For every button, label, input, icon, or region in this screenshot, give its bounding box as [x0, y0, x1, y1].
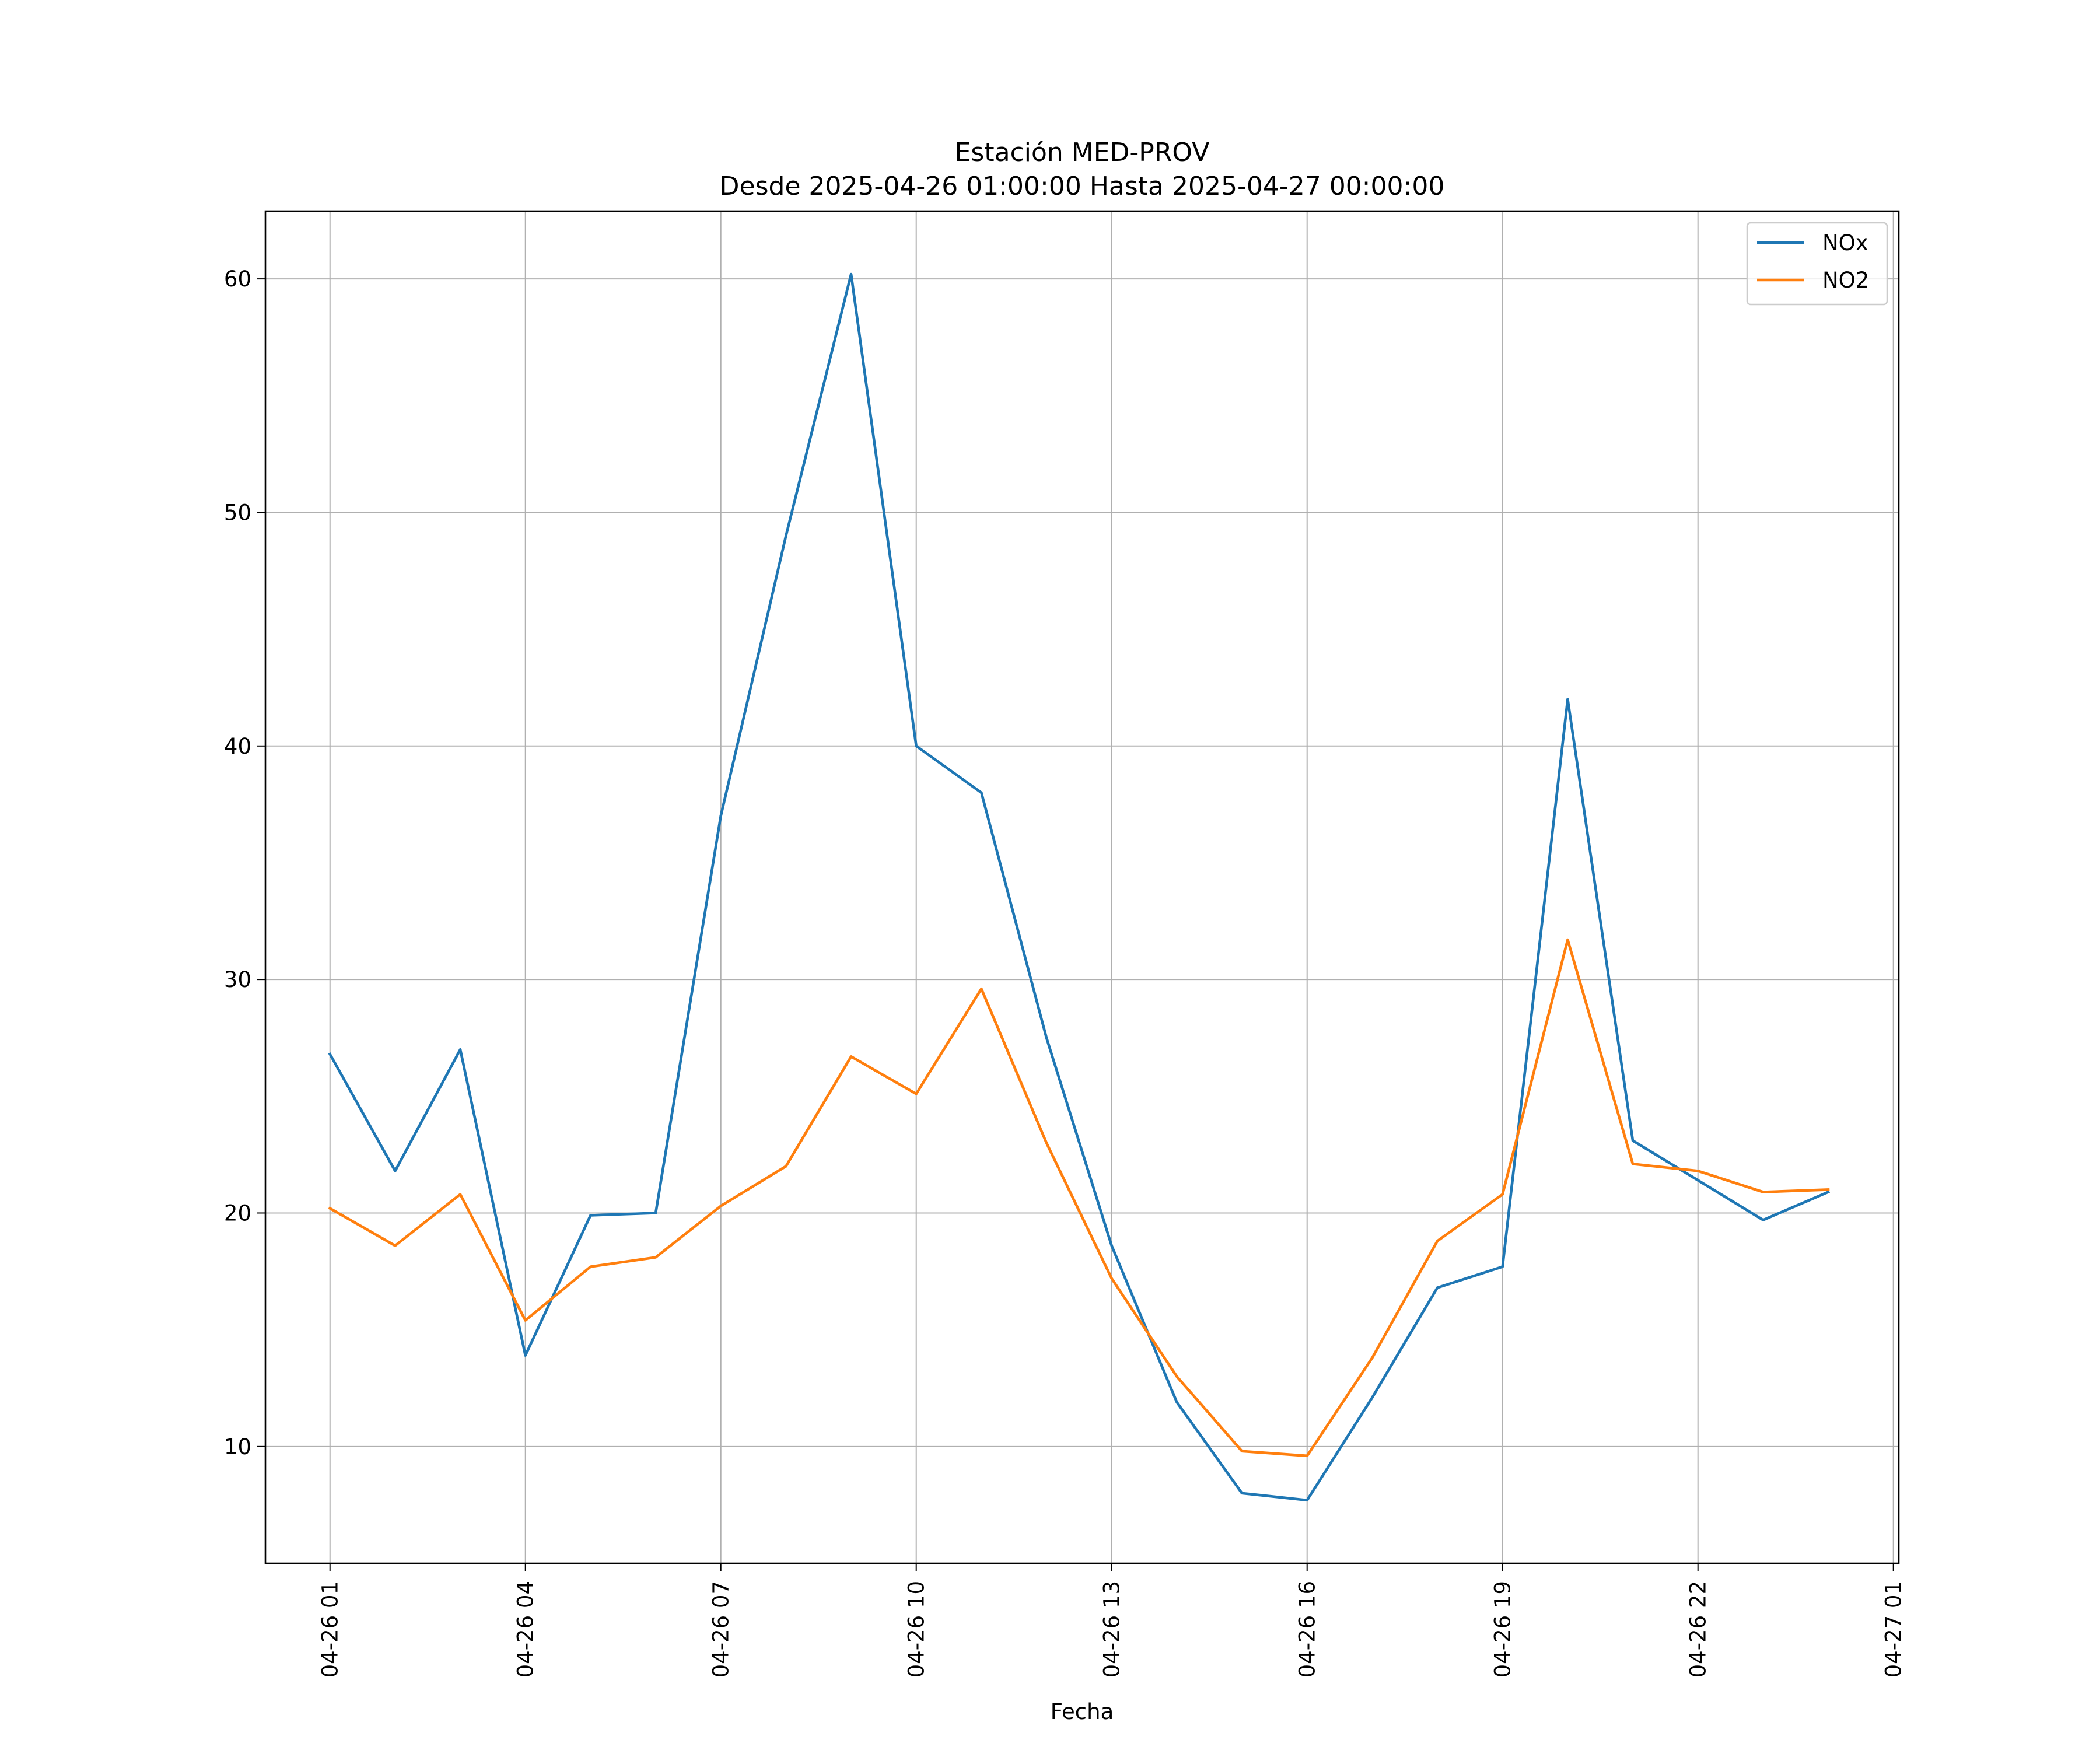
- legend-label-no2: NO2: [1822, 268, 1869, 293]
- y-tick-label: 60: [224, 267, 251, 292]
- x-tick-label: 04-26 04: [513, 1581, 538, 1678]
- series-line-nox: [328, 272, 1831, 1502]
- x-axis-ticks: 04-26 01 04-26 04 04-26 07 04-26 10 04-26 13…: [318, 1563, 1906, 1678]
- y-tick-label: 40: [224, 734, 251, 759]
- grid: [265, 211, 1899, 1563]
- x-tick-label: 04-26 07: [709, 1581, 734, 1678]
- series-line-no2: [328, 938, 1830, 1458]
- chart-title: Estación MED-PROV: [955, 138, 1210, 167]
- x-tick-label: 04-26 22: [1686, 1581, 1711, 1678]
- axes-frame: [264, 210, 1900, 1564]
- x-tick-label: 04-26 19: [1490, 1581, 1516, 1678]
- x-tick-label: 04-26 16: [1295, 1581, 1320, 1678]
- y-tick-label: 20: [224, 1200, 251, 1226]
- series-lines: [328, 272, 1831, 1502]
- legend-label-nox: NOx: [1822, 230, 1868, 256]
- chart-subtitle: Desde 2025-04-26 01:00:00 Hasta 2025-04-…: [720, 172, 1445, 201]
- x-tick-label: 04-27 01: [1881, 1581, 1906, 1678]
- legend: NOx NO2: [1746, 222, 1888, 306]
- x-tick-label: 04-26 01: [318, 1581, 343, 1678]
- y-axis-ticks: 10 20 30 40 50 60: [224, 267, 265, 1460]
- y-tick-label: 10: [224, 1434, 251, 1460]
- x-axis-label: Fecha: [1051, 1699, 1114, 1724]
- x-tick-label: 04-26 10: [904, 1581, 929, 1678]
- y-tick-label: 30: [224, 967, 251, 992]
- y-tick-label: 50: [224, 500, 251, 525]
- x-tick-label: 04-26 13: [1100, 1581, 1125, 1678]
